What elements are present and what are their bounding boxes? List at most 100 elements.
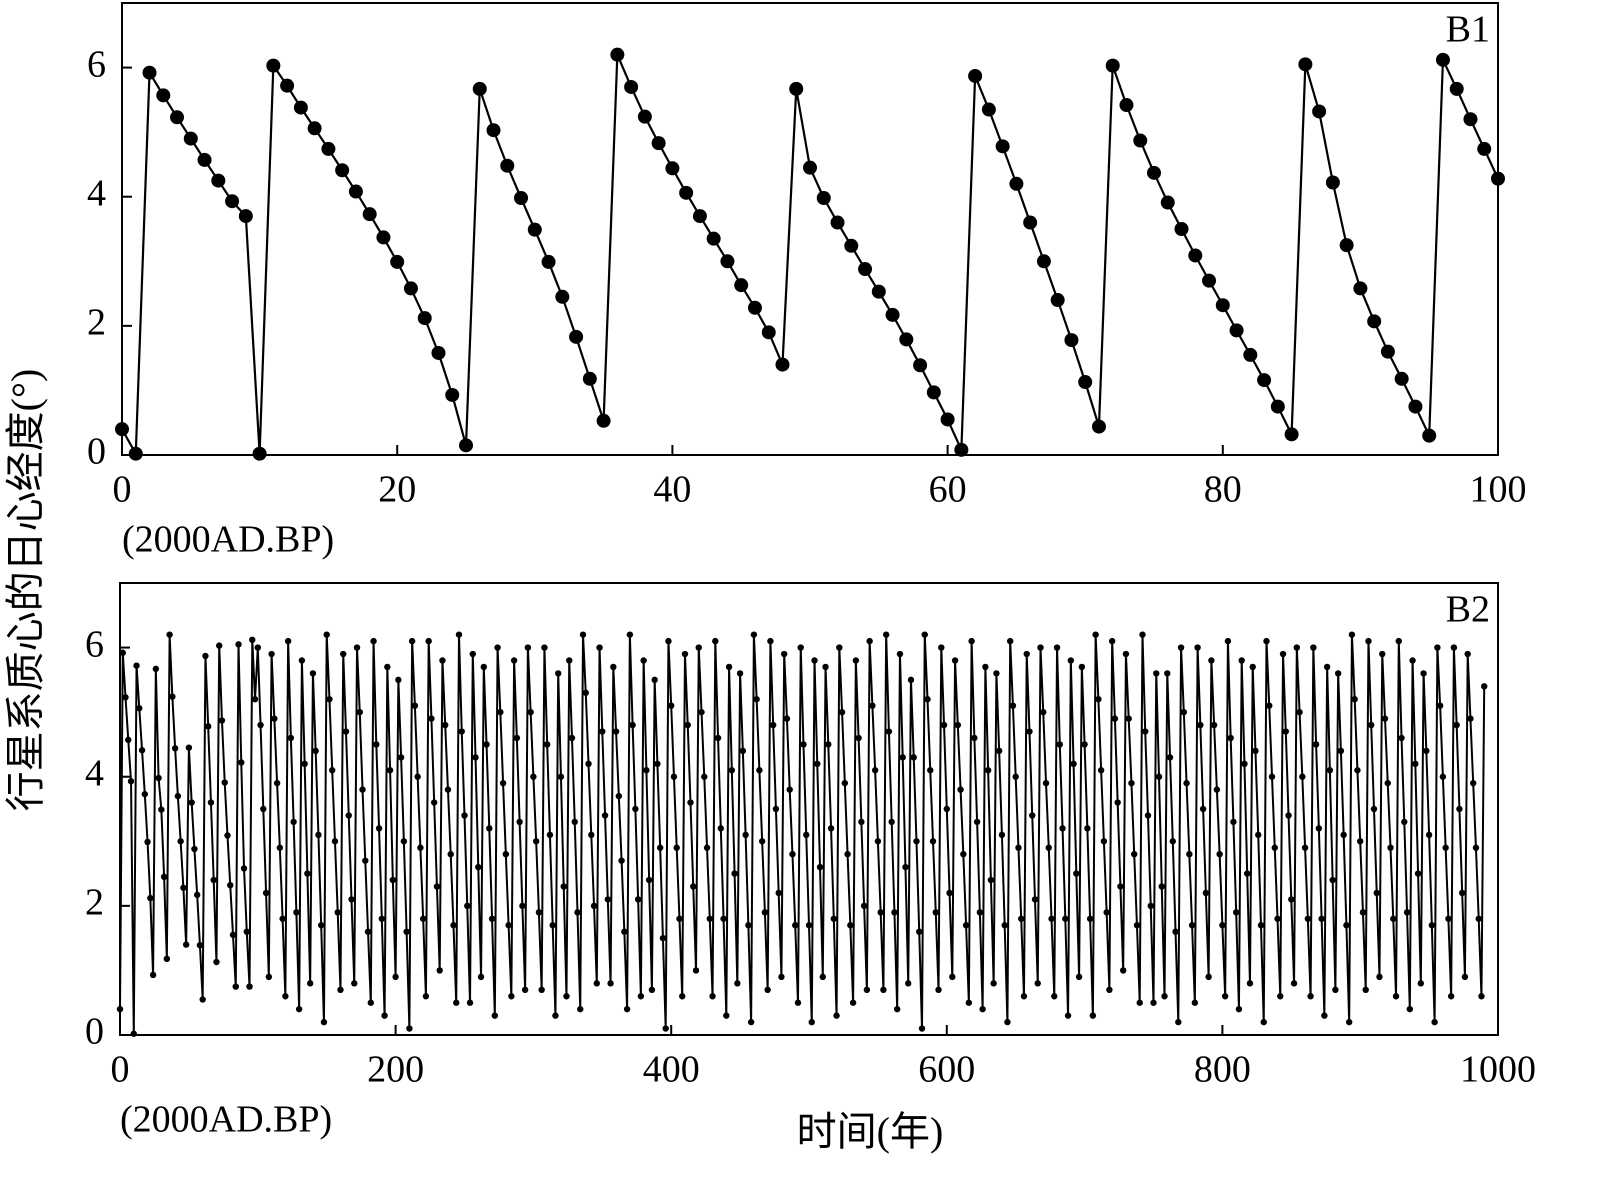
data-point (1453, 721, 1460, 729)
data-point (676, 915, 683, 922)
data-point (513, 734, 521, 742)
x-axis-label: 时间(年) (797, 1109, 944, 1154)
data-point (1481, 683, 1488, 690)
data-point (1215, 298, 1230, 313)
data-point (1257, 922, 1265, 929)
data-point (880, 986, 887, 993)
data-point (1160, 195, 1175, 210)
x-tick-label: 20 (378, 469, 416, 511)
data-point (335, 163, 350, 178)
data-point (326, 696, 333, 703)
data-point (295, 1005, 303, 1013)
data-point (866, 637, 873, 645)
x-tick-label: 800 (1194, 1049, 1251, 1091)
data-point (210, 876, 217, 884)
data-point (615, 792, 623, 800)
data-point (1031, 896, 1039, 903)
data-point (803, 160, 817, 175)
data-point (1210, 721, 1218, 729)
data-point (772, 805, 780, 813)
data-point (202, 652, 209, 660)
data-point (340, 650, 347, 658)
data-point (855, 734, 862, 742)
x-tick-label: 0 (111, 1049, 130, 1091)
data-point (698, 708, 705, 716)
data-point (342, 728, 350, 735)
data-point (384, 663, 391, 671)
data-point (483, 741, 490, 748)
data-point (634, 896, 642, 903)
data-point (665, 161, 680, 176)
data-point (778, 973, 785, 981)
data-point (761, 909, 769, 916)
data-point (1491, 171, 1505, 186)
data-point (1020, 993, 1028, 1000)
data-point (174, 792, 182, 800)
data-point (728, 767, 736, 774)
data-point (1406, 1005, 1414, 1013)
data-point (1172, 928, 1179, 935)
data-point (1053, 644, 1061, 651)
data-point (1219, 922, 1226, 929)
data-point (1315, 825, 1323, 832)
x-tick-label: 80 (1204, 469, 1242, 511)
data-point (767, 637, 774, 645)
data-point (290, 818, 297, 826)
data-point (265, 973, 273, 981)
data-point (1439, 773, 1447, 780)
data-point (252, 446, 267, 461)
data-point (500, 158, 515, 173)
data-point (1334, 670, 1342, 677)
data-point (1249, 663, 1256, 671)
data-point (155, 774, 162, 782)
data-point (841, 779, 849, 787)
data-point (225, 194, 240, 209)
data-point (304, 870, 311, 877)
data-point (502, 851, 510, 858)
data-point (1202, 273, 1217, 288)
data-point (1238, 657, 1245, 664)
data-point (563, 993, 570, 1000)
data-point (1384, 779, 1391, 787)
data-point (1119, 98, 1134, 113)
data-point (1232, 909, 1240, 916)
data-point (1131, 851, 1138, 858)
data-point (1279, 650, 1287, 658)
data-point (552, 1012, 559, 1019)
data-point (254, 644, 261, 651)
data-point (1398, 734, 1405, 742)
data-point (648, 986, 656, 993)
data-point (929, 838, 937, 845)
data-point (1365, 637, 1372, 645)
data-point (1091, 419, 1106, 434)
data-point (348, 896, 355, 903)
data-point (885, 307, 900, 322)
data-point (307, 121, 322, 136)
data-point (962, 922, 970, 929)
data-point (1111, 715, 1119, 722)
data-point (1472, 844, 1480, 851)
data-point (1147, 902, 1154, 910)
data-point (803, 831, 810, 839)
data-point (1268, 773, 1276, 780)
data-point (499, 779, 507, 787)
data-point (1208, 657, 1215, 664)
data-point (1084, 825, 1091, 832)
data-point (949, 973, 956, 981)
data-point (632, 805, 639, 813)
y-tick-label: 0 (85, 1011, 104, 1053)
data-point (816, 191, 831, 206)
data-point (651, 676, 658, 684)
data-point (585, 760, 592, 767)
data-point (871, 284, 886, 299)
data-point (1307, 993, 1314, 1000)
data-point (629, 721, 636, 729)
data-point (447, 851, 454, 858)
data-point (1023, 650, 1030, 658)
x-tick-label: 60 (929, 469, 967, 511)
data-point (706, 231, 721, 246)
data-point (593, 980, 600, 987)
data-point (747, 1018, 755, 1026)
data-point (1304, 915, 1312, 922)
